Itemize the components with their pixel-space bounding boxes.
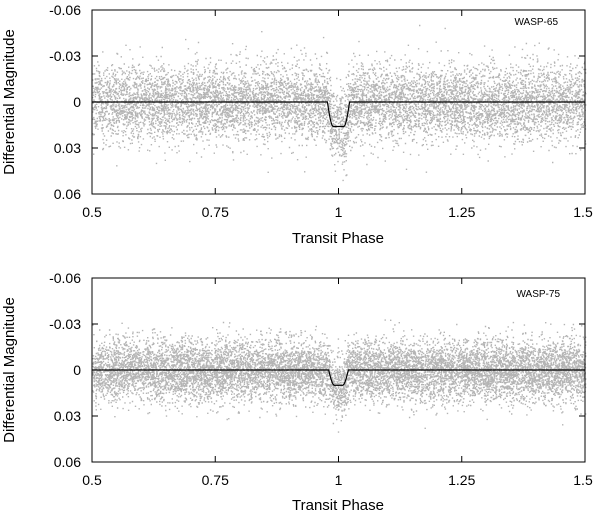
x-tick-label: 1 [335,472,343,488]
x-tick-label: 0.5 [82,472,102,488]
panel-bottom: -0.06 -0.03 0 0.03 0.06 0.5 0.75 1 1.25 … [1,270,593,513]
y-tick-label: -0.06 [49,2,81,18]
y-tick-label: -0.03 [49,316,81,332]
x-tick-label: 1 [335,204,343,220]
y-tick-label: 0 [73,94,81,110]
scatter-points [92,319,587,433]
y-tick-label: -0.03 [49,48,81,64]
data-point-cloud [92,24,587,182]
x-tick-label: 0.75 [202,204,229,220]
panel-annotation: WASP-65 [514,17,558,28]
panel-annotation: WASP-75 [516,289,560,300]
panel-top: -0.06 -0.03 0 0.03 0.06 0.5 0.75 1 1.25 … [1,2,593,247]
x-tick-label: 1.25 [448,472,475,488]
y-tick-label: 0 [73,362,81,378]
transit-model-line [92,101,585,128]
y-axis-label: Differential Magnitude [1,29,18,175]
data-point-cloud [92,319,587,433]
x-tick-label: 1.5 [573,204,593,220]
x-tick-label: 0.75 [202,472,229,488]
y-tick-label: 0.03 [54,140,81,156]
x-axis-label: Transit Phase [292,497,384,513]
x-tick-label: 0.5 [82,204,102,220]
y-tick-label: 0.06 [54,454,81,470]
x-axis-label: Transit Phase [292,230,384,247]
transit-model-line [92,369,585,386]
y-axis-label: Differential Magnitude [1,297,18,443]
x-tick-label: 1.5 [573,472,593,488]
axis-ticks [91,9,586,195]
y-tick-label: 0.03 [54,408,81,424]
x-tick-label: 1.25 [448,204,475,220]
y-tick-label: -0.06 [49,270,81,286]
y-tick-label: 0.06 [54,186,81,202]
axis-ticks [91,277,586,463]
scatter-points [92,24,587,182]
